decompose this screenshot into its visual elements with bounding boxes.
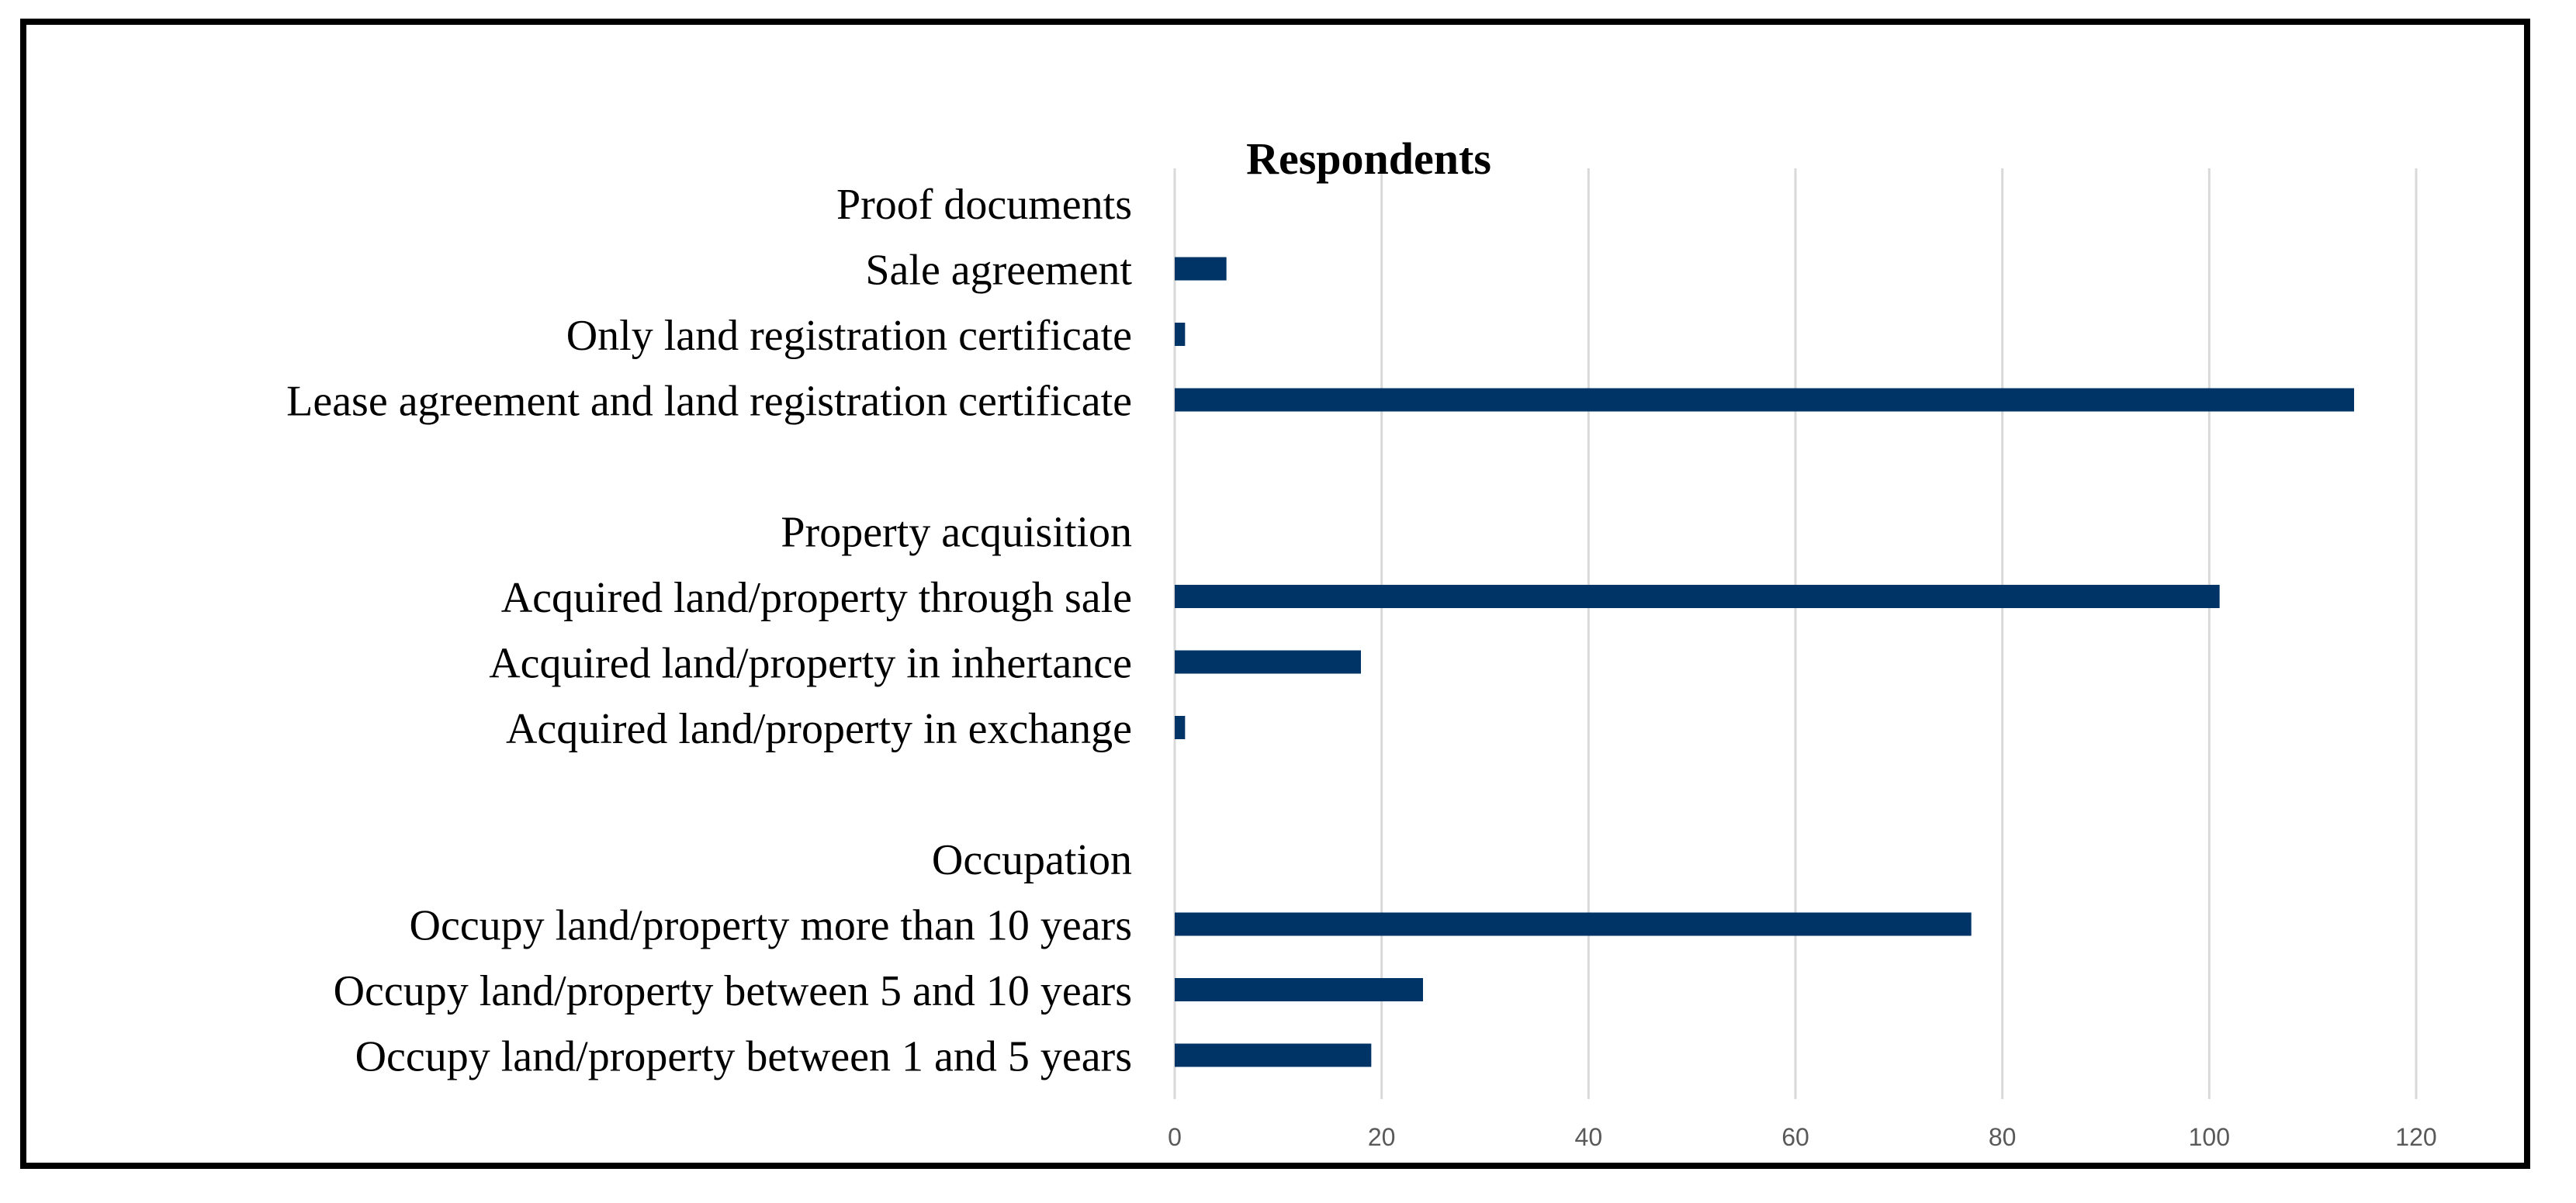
bar xyxy=(1175,585,2220,608)
x-tick-label: 40 xyxy=(1575,1123,1603,1151)
bar xyxy=(1175,716,1186,739)
category-label: Only land registration certificate xyxy=(566,312,1132,360)
bar xyxy=(1175,323,1186,346)
chart-frame: Proof documents Sale agreement Only land r… xyxy=(20,19,2530,1169)
category-label: Occupy land/property more than 10 years xyxy=(410,902,1132,950)
category-label: Occupy land/property between 1 and 5 yea… xyxy=(355,1033,1132,1081)
x-tick-label: 100 xyxy=(2189,1123,2230,1151)
label-layer: Proof documents Sale agreement Only land r… xyxy=(286,181,1132,1081)
x-tick-label: 60 xyxy=(1781,1123,1809,1151)
x-tick-label: 0 xyxy=(1168,1123,1182,1151)
grid-layer xyxy=(1173,168,2418,1099)
x-tick-label: 80 xyxy=(1989,1123,2017,1151)
category-label: Acquired land/property in exchange xyxy=(506,705,1132,753)
bar xyxy=(1175,912,1972,936)
bar xyxy=(1175,388,2354,412)
category-label: Occupy land/property between 5 and 10 ye… xyxy=(334,967,1132,1015)
category-label: Acquired land/property through sale xyxy=(501,574,1132,622)
tick-layer: 0 20 40 60 80 100 120 xyxy=(1168,1123,2437,1151)
x-tick-label: 120 xyxy=(2395,1123,2436,1151)
bar-layer xyxy=(1175,257,2354,1067)
chart-title: Respondents xyxy=(1246,133,1491,184)
bar xyxy=(1175,257,1227,281)
group-header-label: Occupation xyxy=(932,836,1132,884)
group-header-label: Property acquisition xyxy=(781,509,1132,557)
category-label: Lease agreement and land registration ce… xyxy=(286,378,1132,426)
x-tick-label: 20 xyxy=(1368,1123,1396,1151)
chart-svg: Proof documents Sale agreement Only land r… xyxy=(286,133,2437,1151)
group-header-label: Proof documents xyxy=(836,181,1132,229)
bar xyxy=(1175,650,1361,674)
bar xyxy=(1175,978,1423,1001)
bar xyxy=(1175,1043,1372,1067)
category-label: Acquired land/property in inhertance xyxy=(489,640,1132,688)
category-label: Sale agreement xyxy=(865,247,1132,295)
